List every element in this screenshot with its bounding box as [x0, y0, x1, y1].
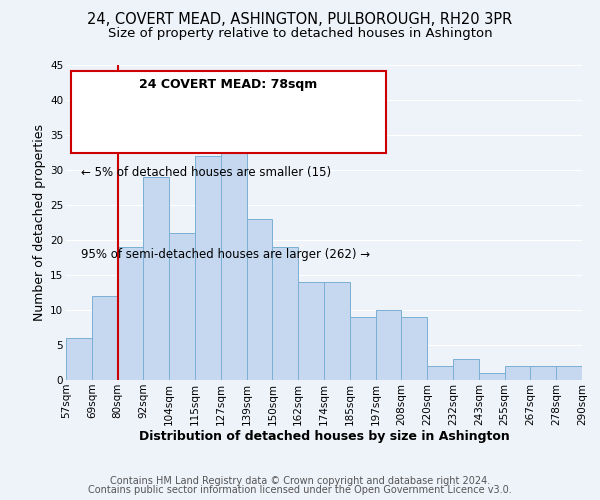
Text: Size of property relative to detached houses in Ashington: Size of property relative to detached ho…: [107, 28, 493, 40]
Bar: [247, 219, 272, 380]
Y-axis label: Number of detached properties: Number of detached properties: [33, 124, 46, 321]
Bar: [350, 317, 376, 380]
Bar: [66, 338, 92, 380]
Bar: [221, 121, 247, 380]
Bar: [143, 177, 169, 380]
Bar: [92, 296, 118, 380]
Text: Contains HM Land Registry data © Crown copyright and database right 2024.: Contains HM Land Registry data © Crown c…: [110, 476, 490, 486]
Bar: [556, 366, 582, 380]
Text: 95% of semi-detached houses are larger (262) →: 95% of semi-detached houses are larger (…: [82, 248, 371, 260]
Bar: [272, 247, 298, 380]
Bar: [401, 317, 427, 380]
Text: Contains public sector information licensed under the Open Government Licence v3: Contains public sector information licen…: [88, 485, 512, 495]
Text: ← 5% of detached houses are smaller (15): ← 5% of detached houses are smaller (15): [82, 166, 332, 179]
Bar: [453, 359, 479, 380]
Bar: [376, 310, 401, 380]
Bar: [479, 373, 505, 380]
FancyBboxPatch shape: [71, 72, 386, 153]
Bar: [195, 156, 221, 380]
Bar: [324, 282, 350, 380]
Bar: [530, 366, 556, 380]
Bar: [118, 247, 143, 380]
Text: 24 COVERT MEAD: 78sqm: 24 COVERT MEAD: 78sqm: [139, 78, 317, 90]
Text: 24, COVERT MEAD, ASHINGTON, PULBOROUGH, RH20 3PR: 24, COVERT MEAD, ASHINGTON, PULBOROUGH, …: [88, 12, 512, 28]
Bar: [505, 366, 530, 380]
Bar: [169, 233, 195, 380]
Bar: [427, 366, 453, 380]
Bar: [298, 282, 324, 380]
X-axis label: Distribution of detached houses by size in Ashington: Distribution of detached houses by size …: [139, 430, 509, 444]
